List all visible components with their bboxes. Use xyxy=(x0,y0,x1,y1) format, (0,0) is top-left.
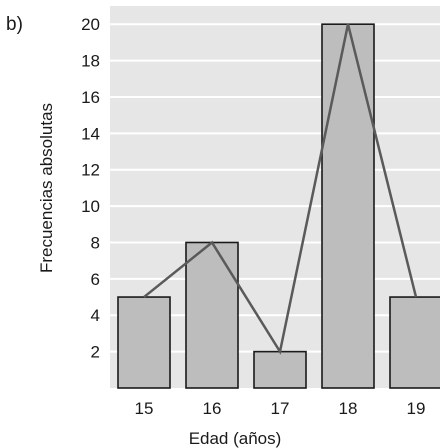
y-tick-label: 10 xyxy=(81,197,100,216)
bars xyxy=(117,23,440,389)
panel-label: b) xyxy=(6,14,23,35)
y-tick-label: 8 xyxy=(91,233,100,252)
bar xyxy=(321,23,375,389)
y-tick-label: 2 xyxy=(91,343,100,362)
frequency-polygon xyxy=(143,23,418,355)
y-tick-label: 18 xyxy=(81,52,100,71)
bar xyxy=(389,296,440,389)
x-tick-label: 16 xyxy=(203,399,222,418)
x-tick-label: 15 xyxy=(135,399,154,418)
x-tick-labels: 15 16 17 18 19 xyxy=(135,399,426,418)
y-tick-label: 16 xyxy=(81,88,100,107)
bar xyxy=(253,350,307,389)
y-axis-label: Frecuencias absolutas xyxy=(37,103,56,273)
bar xyxy=(117,296,171,389)
y-tick-label: 14 xyxy=(81,124,100,143)
polygon-line xyxy=(143,23,418,355)
y-tick-labels: 2 4 6 8 10 12 14 16 18 20 xyxy=(81,15,100,361)
x-tick-label: 17 xyxy=(271,399,290,418)
x-axis-label: Edad (años) xyxy=(189,429,282,448)
bar xyxy=(185,241,239,389)
y-tick-label: 20 xyxy=(81,15,100,34)
y-tick-label: 6 xyxy=(91,270,100,289)
x-tick-label: 18 xyxy=(339,399,358,418)
y-tick-label: 12 xyxy=(81,161,100,180)
y-tick-label: 4 xyxy=(91,306,100,325)
x-tick-label: 19 xyxy=(407,399,426,418)
